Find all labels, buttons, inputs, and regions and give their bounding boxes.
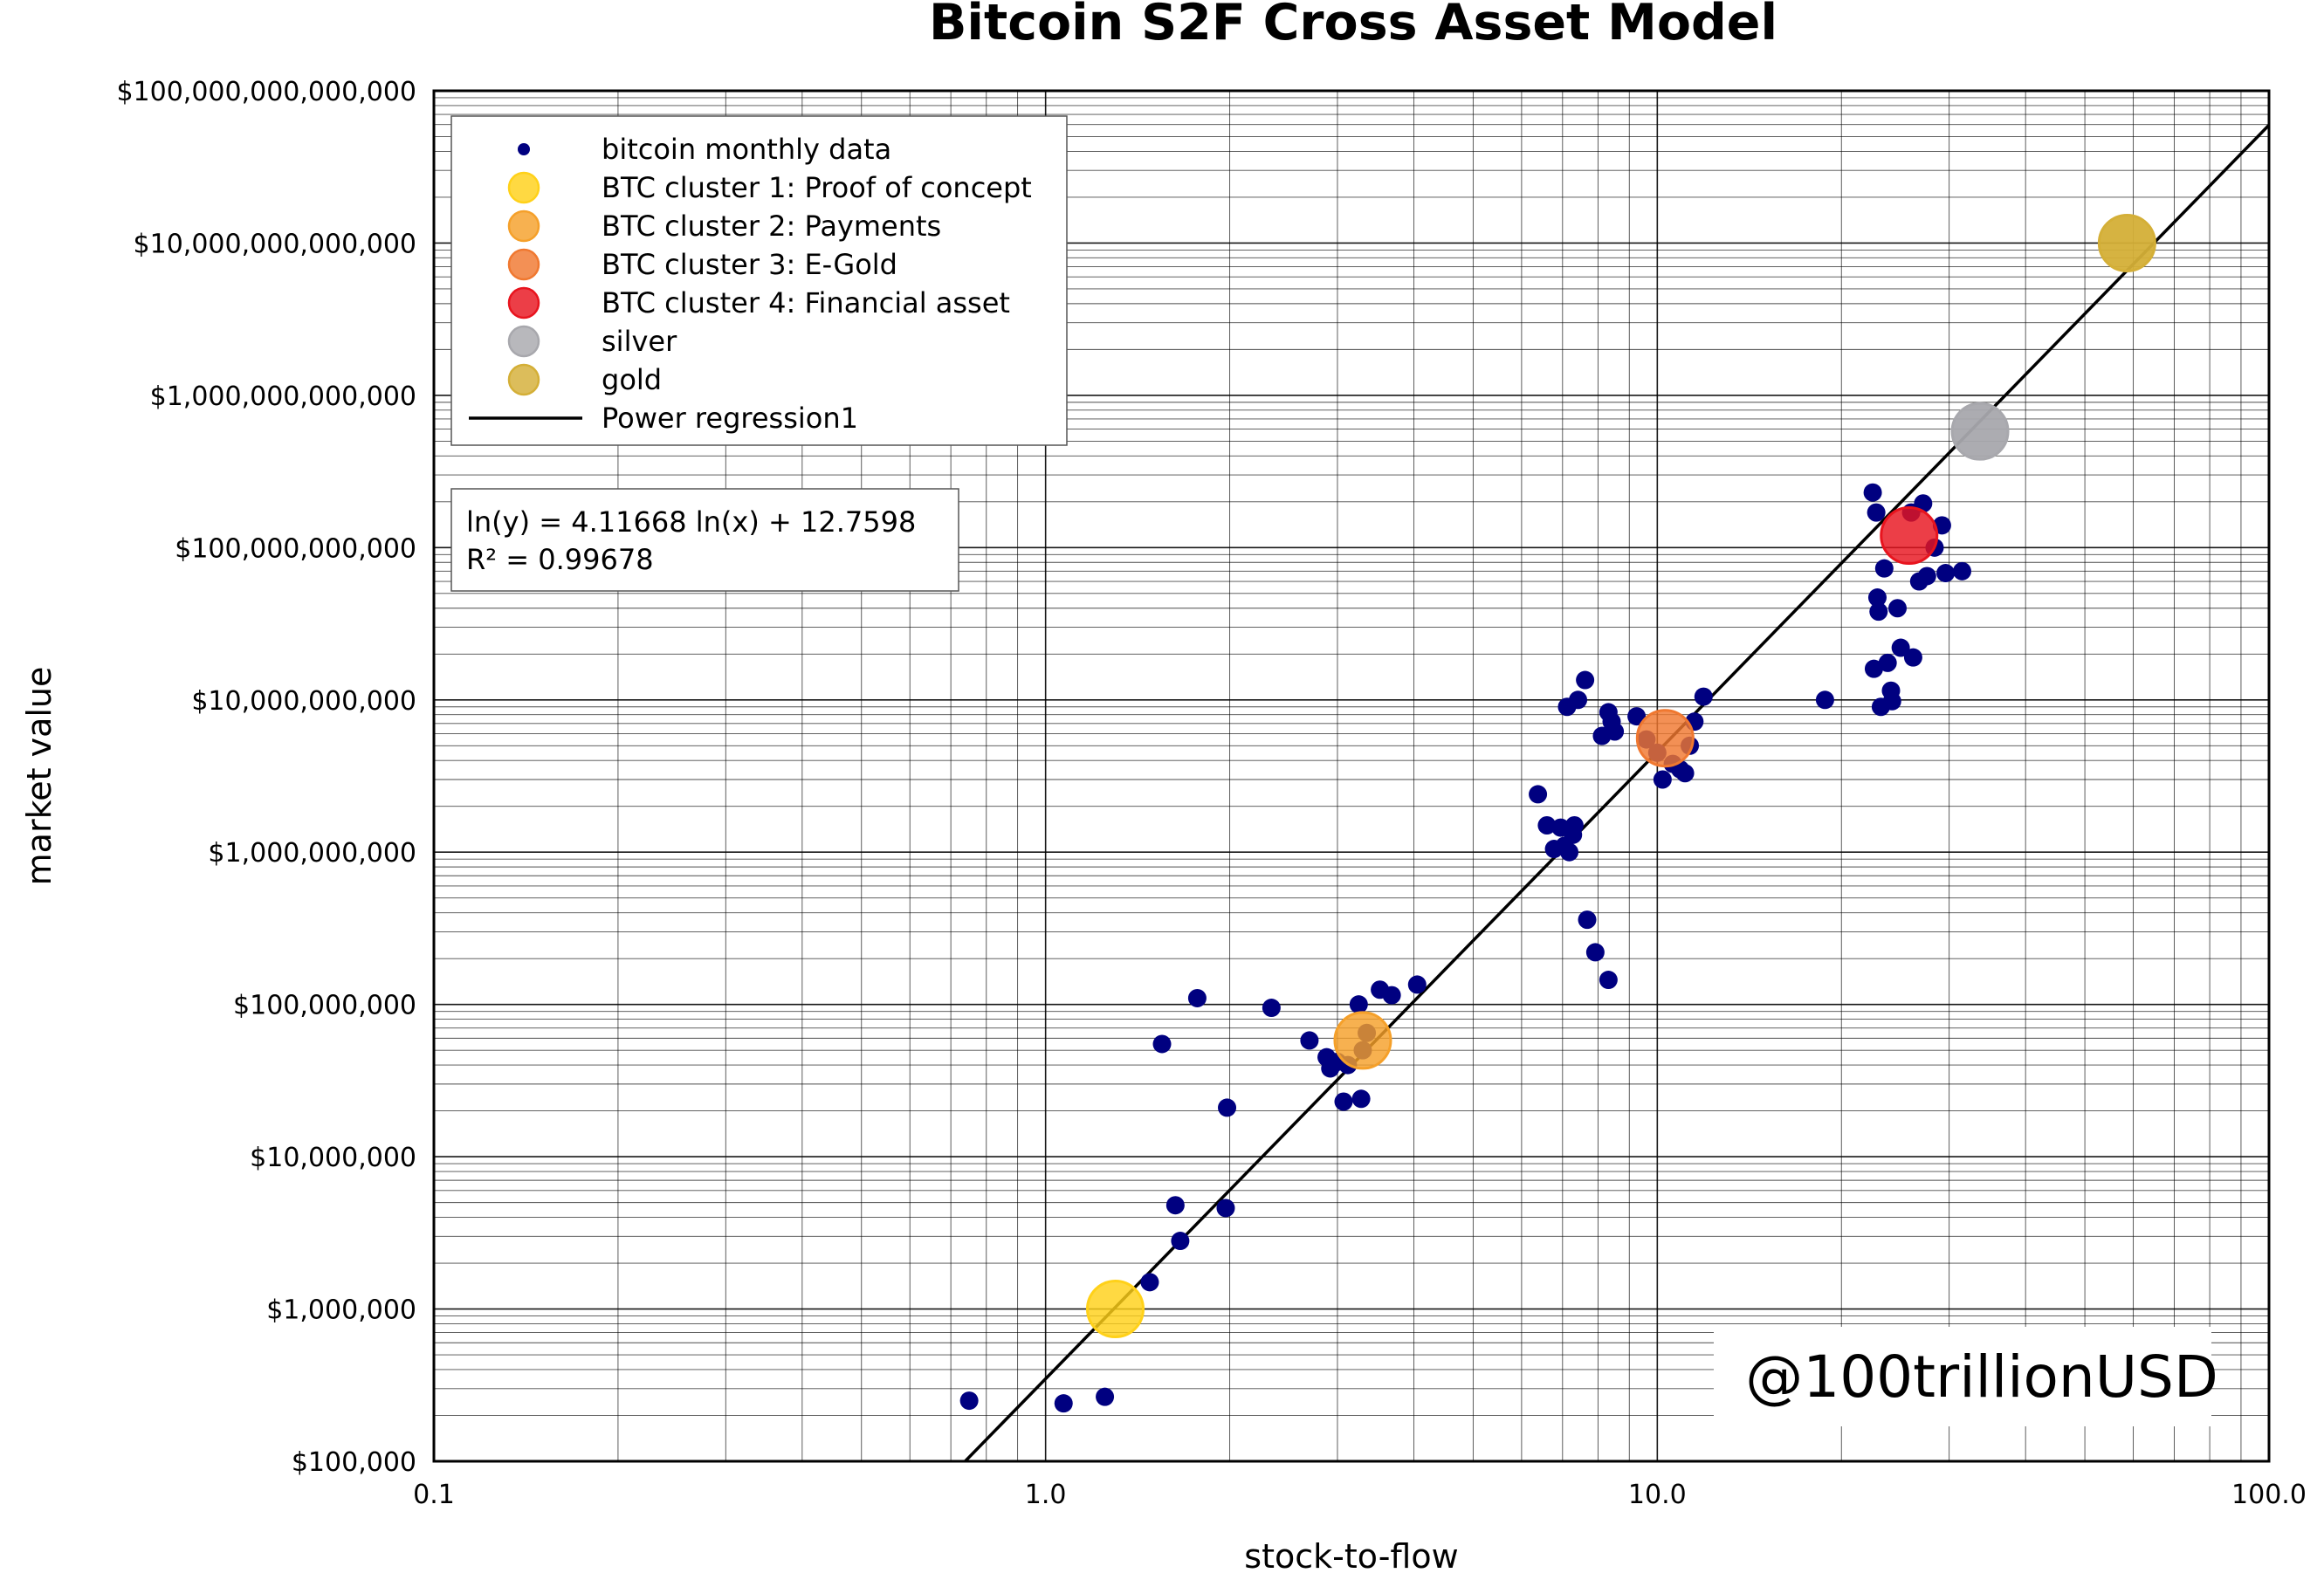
bitcoin-data-point [1867, 503, 1886, 522]
bitcoin-data-point [1653, 770, 1672, 789]
legend-marker [507, 363, 540, 396]
bitcoin-data-point [1349, 995, 1368, 1014]
y-tick-label: $1,000,000,000,000 [150, 381, 416, 412]
bitcoin-data-point [1096, 1387, 1115, 1406]
y-tick-label: $1,000,000 [266, 1295, 416, 1326]
y-axis-title: market value [20, 667, 58, 886]
y-tick-label: $10,000,000,000,000 [134, 229, 416, 259]
bitcoin-data-point [1171, 1232, 1190, 1251]
bitcoin-data-point [1407, 975, 1427, 994]
legend-marker [507, 171, 540, 204]
bitcoin-data-point [1165, 1196, 1185, 1215]
legend-label: silver [602, 325, 677, 358]
x-tick-label: 10.0 [1628, 1480, 1687, 1510]
legend: bitcoin monthly data BTC cluster 1: Proof… [450, 115, 1068, 446]
plot-area [959, 124, 2271, 1463]
y-tick-label: $100,000,000 [233, 991, 416, 1021]
bitcoin-data-point [1627, 707, 1647, 726]
legend-label: bitcoin monthly data [602, 133, 891, 166]
bitcoin-data-point [1936, 564, 1956, 583]
x-axis-title: stock-to-flow [1244, 1537, 1458, 1570]
bitcoin-data-point [1694, 687, 1713, 706]
bitcoin-data-point [1054, 1394, 1073, 1413]
bitcoin-data-point [1605, 722, 1625, 741]
y-tick-label: $1,000,000,000 [208, 838, 416, 869]
x-tick-label: 0.1 [413, 1480, 455, 1510]
watermark-text: @100trillionUSD [1745, 1343, 2218, 1411]
bitcoin-data-point [1300, 1031, 1319, 1050]
regression-equation: ln(y) = 4.11668 ln(x) + 12.7598 [466, 505, 916, 539]
legend-label: BTC cluster 4: Financial asset [602, 286, 1010, 319]
y-axis-ticks: $100,000 $1,000,000 $10,000,000 $100,000,00… [116, 77, 416, 1478]
bitcoin-data-point [1569, 690, 1588, 710]
legend-marker [518, 143, 530, 155]
bitcoin-data-point [1891, 638, 1910, 657]
bitcoin-data-point [1216, 1199, 1235, 1218]
legend-label: BTC cluster 3: E-Gold [602, 248, 897, 281]
bitcoin-data-point [959, 1391, 979, 1411]
bitcoin-data-point [1874, 559, 1894, 578]
legend-label: gold [602, 363, 662, 396]
y-tick-label: $100,000 [292, 1447, 416, 1478]
bitcoin-data-point [1564, 825, 1583, 844]
cluster-marker [1635, 709, 1695, 768]
equation-box: ln(y) = 4.11668 ln(x) + 12.7598 R² = 0.9… [450, 488, 959, 592]
legend-marker [507, 210, 540, 243]
legend-label: BTC cluster 1: Proof of concept [602, 171, 1032, 204]
bitcoin-data-point [1869, 602, 1888, 622]
y-tick-label: $100,000,000,000,000 [116, 77, 416, 107]
legend-marker [507, 286, 540, 319]
silver-marker [1950, 402, 2010, 461]
legend-box [450, 115, 1068, 446]
cluster-marker [1086, 1280, 1145, 1339]
y-tick-label: $10,000,000 [250, 1143, 416, 1173]
bitcoin-data-point [1887, 599, 1907, 618]
bitcoin-data-point [1952, 561, 1971, 580]
bitcoin-data-point [1140, 1273, 1159, 1292]
x-axis-ticks: 0.1 1.0 10.0 100.0 [413, 1480, 2307, 1510]
y-tick-label: $10,000,000,000 [191, 686, 416, 717]
bitcoin-data-point [1537, 816, 1557, 835]
legend-label: Power regression1 [602, 402, 858, 435]
bitcoin-data-point [1878, 653, 1897, 672]
bitcoin-data-point [1599, 971, 1618, 990]
watermark-background [1714, 1327, 2211, 1426]
bitcoin-data-point [1903, 648, 1922, 667]
watermark: @100trillionUSD [1714, 1327, 2218, 1426]
bitcoin-data-point [1529, 785, 1548, 804]
bitcoin-data-point [1815, 690, 1834, 710]
bitcoin-data-point [1351, 1089, 1371, 1109]
bitcoin-data-point [1218, 1098, 1237, 1117]
x-tick-label: 1.0 [1025, 1480, 1067, 1510]
bitcoin-data-point [1560, 842, 1579, 862]
bitcoin-data-point [1262, 999, 1281, 1018]
bitcoin-data-point [1917, 567, 1936, 586]
y-tick-label: $100,000,000,000 [175, 533, 416, 564]
bitcoin-data-point [1863, 483, 1882, 502]
bitcoin-data-point [1675, 764, 1695, 783]
cluster-marker [1880, 506, 1939, 566]
equation-box-frame [450, 488, 959, 592]
legend-marker [507, 248, 540, 281]
bitcoin-data-point [1382, 986, 1401, 1005]
x-tick-label: 100.0 [2231, 1480, 2307, 1510]
bitcoin-data-point [1576, 670, 1595, 690]
bitcoin-data-point [1867, 588, 1887, 608]
cluster-marker [1333, 1011, 1392, 1070]
bitcoin-data-point [1585, 943, 1605, 962]
bitcoin-data-point [1187, 988, 1207, 1007]
plot-frame [432, 89, 2271, 1463]
legend-marker [507, 325, 540, 358]
gold-marker [2097, 213, 2156, 272]
bitcoin-data-point [1864, 659, 1883, 678]
bitcoin-data-point [1334, 1092, 1353, 1111]
bitcoin-data-point [1578, 910, 1597, 930]
r-squared-label: R² = 0.99678 [466, 543, 654, 576]
legend-label: BTC cluster 2: Payments [602, 210, 941, 243]
chart-title: Bitcoin S2F Cross Asset Model [929, 0, 1777, 52]
bitcoin-data-point [1882, 691, 1901, 711]
bitcoin-data-point [1152, 1034, 1172, 1054]
